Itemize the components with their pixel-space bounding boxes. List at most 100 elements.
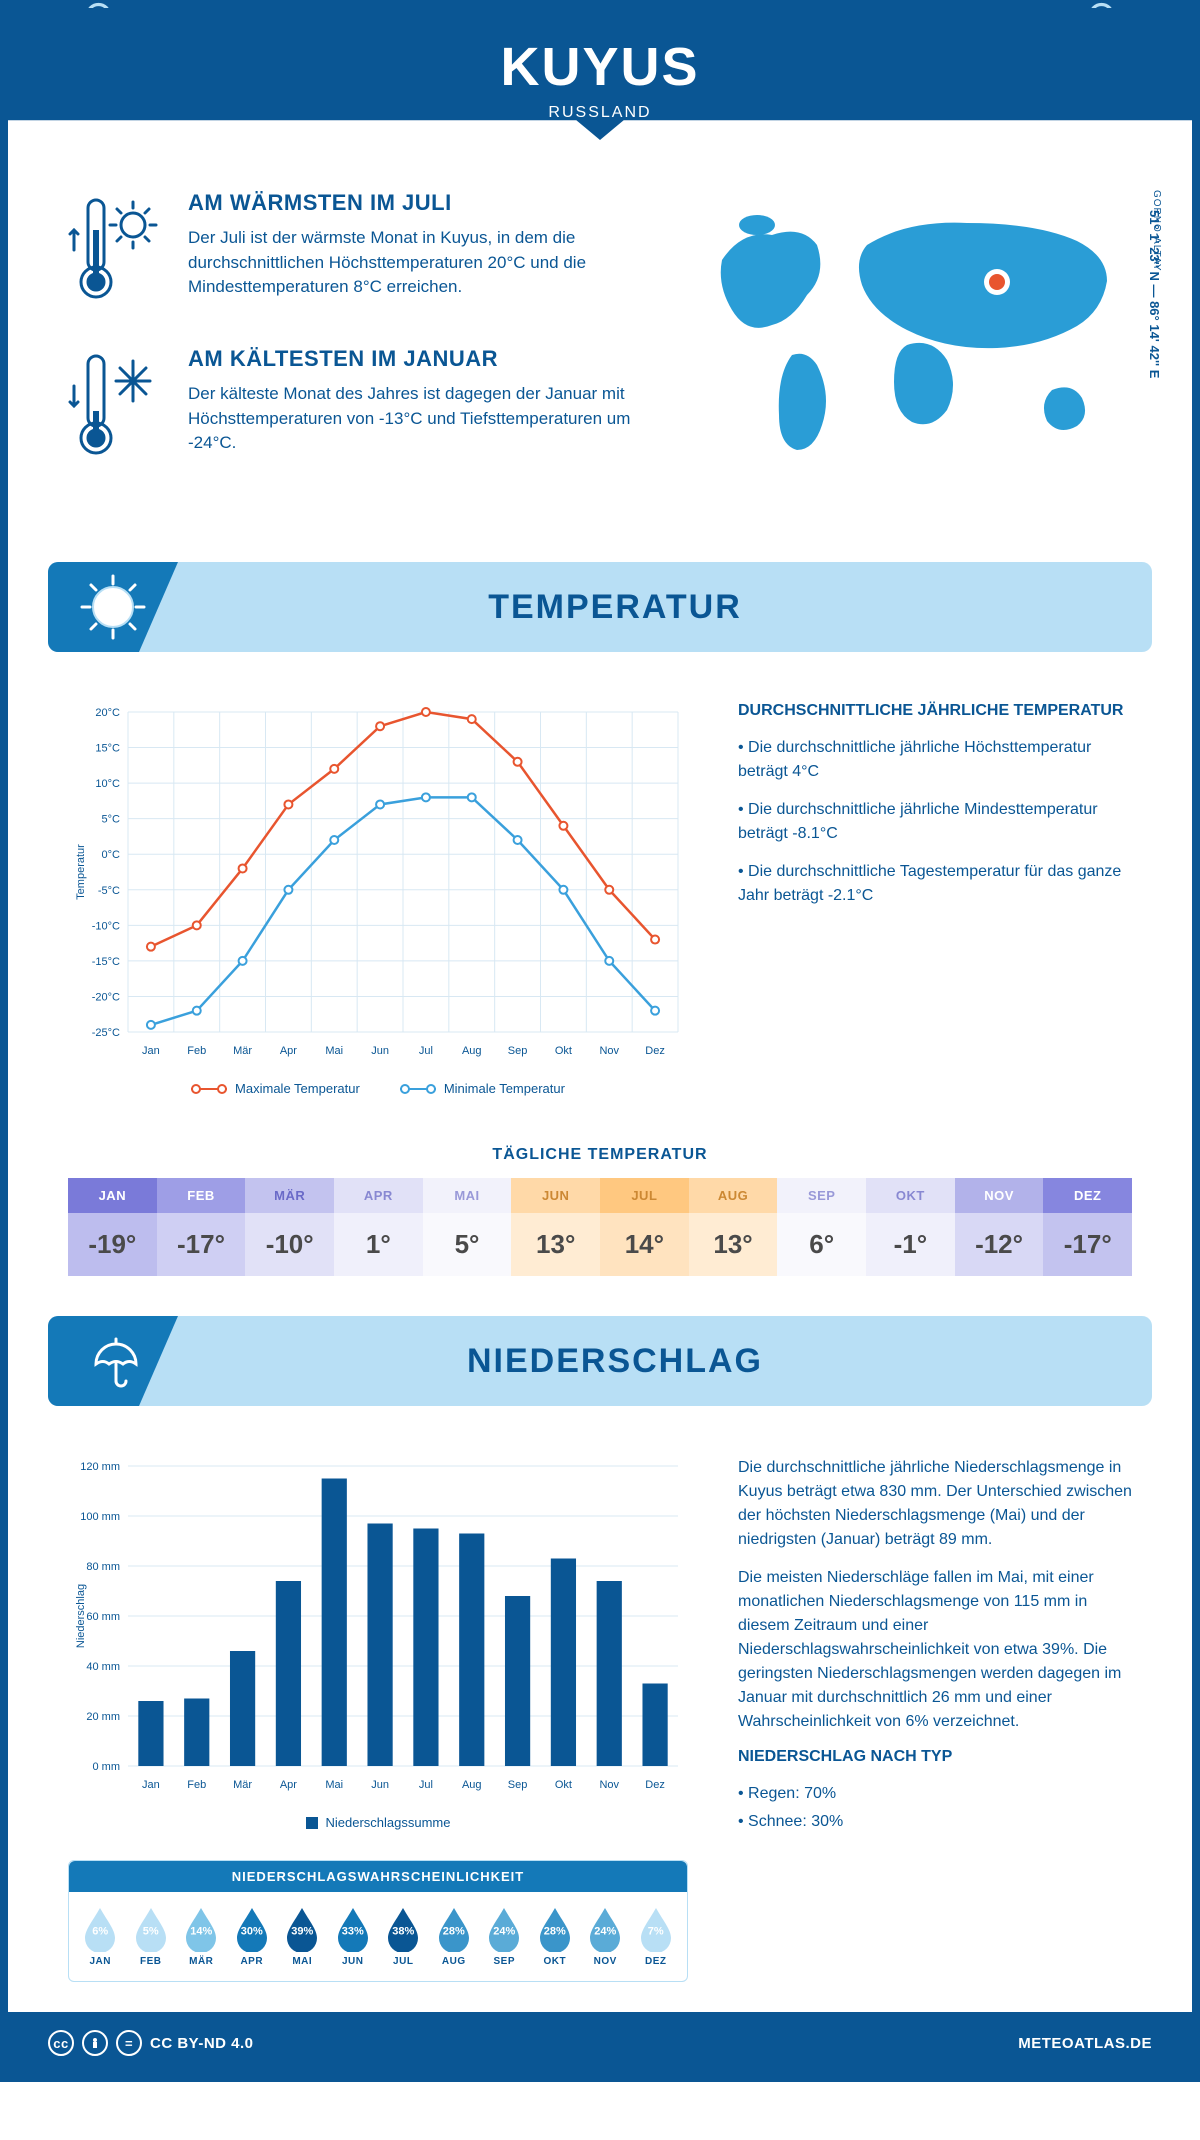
temp-cell: JUN 13°: [511, 1178, 600, 1276]
svg-text:Jul: Jul: [419, 1779, 433, 1791]
svg-text:40 mm: 40 mm: [86, 1661, 120, 1673]
svg-text:10°C: 10°C: [95, 778, 120, 790]
svg-text:Okt: Okt: [555, 1779, 572, 1791]
site-name: METEOATLAS.DE: [1018, 2035, 1152, 2052]
license-text: CC BY-ND 4.0: [150, 2035, 254, 2052]
svg-text:15°C: 15°C: [95, 743, 120, 755]
warmest-text: Der Juli ist der wärmste Monat in Kuyus,…: [188, 226, 652, 300]
temp-cell: APR 1°: [334, 1178, 423, 1276]
prob-cell: 38% JUL: [378, 1906, 429, 1967]
footer: cc = CC BY-ND 4.0 METEOATLAS.DE: [8, 2012, 1192, 2074]
svg-text:Okt: Okt: [555, 1045, 572, 1057]
temp-section-header: TEMPERATUR: [48, 562, 1152, 652]
svg-text:Jun: Jun: [371, 1045, 389, 1057]
precip-section-header: NIEDERSCHLAG: [48, 1316, 1152, 1406]
svg-text:0°C: 0°C: [102, 849, 121, 861]
precip-type-title: NIEDERSCHLAG NACH TYP: [738, 1748, 1132, 1766]
coldest-title: AM KÄLTESTEN IM JANUAR: [188, 346, 652, 372]
precip-legend: Niederschlagssumme: [68, 1815, 688, 1830]
svg-text:Jan: Jan: [142, 1779, 160, 1791]
temp-cell: FEB -17°: [157, 1178, 246, 1276]
svg-text:Apr: Apr: [280, 1045, 297, 1057]
sun-icon: [78, 572, 148, 642]
svg-text:Feb: Feb: [187, 1045, 206, 1057]
daily-temp-title: TÄGLICHE TEMPERATUR: [8, 1146, 1192, 1164]
temp-cell: MÄR -10°: [245, 1178, 334, 1276]
infographic-container: KUYUS RUSSLAND AM WÄRMSTEN IM JULI Der J…: [0, 0, 1200, 2082]
prob-cell: 6% JAN: [75, 1906, 126, 1967]
intro-section: AM WÄRMSTEN IM JULI Der Juli ist der wär…: [8, 170, 1192, 542]
daily-temp-table: JAN -19° FEB -17° MÄR -10° APR 1° MAI 5°…: [68, 1178, 1132, 1276]
prob-cell: 28% OKT: [530, 1906, 581, 1967]
probability-box: NIEDERSCHLAGSWAHRSCHEINLICHKEIT 6% JAN 5…: [68, 1860, 688, 1982]
header-banner: KUYUS RUSSLAND: [8, 8, 1192, 140]
umbrella-icon: [81, 1329, 146, 1394]
svg-text:Sep: Sep: [508, 1045, 528, 1057]
probability-title: NIEDERSCHLAGSWAHRSCHEINLICHKEIT: [69, 1861, 687, 1892]
precip-type-1: • Regen: 70%: [738, 1782, 1132, 1806]
svg-text:Aug: Aug: [462, 1779, 482, 1791]
temp-cell: JUL 14°: [600, 1178, 689, 1276]
temp-bullet-3: • Die durchschnittliche Tagestemperatur …: [738, 860, 1132, 908]
precip-title: NIEDERSCHLAG: [178, 1342, 1152, 1381]
svg-text:Jan: Jan: [142, 1045, 160, 1057]
thermometer-hot-icon: [68, 190, 168, 310]
legend-min: Minimale Temperatur: [444, 1081, 565, 1096]
by-icon: [82, 2030, 108, 2056]
svg-text:Nov: Nov: [599, 1045, 619, 1057]
svg-text:Dez: Dez: [645, 1779, 665, 1791]
license: cc = CC BY-ND 4.0: [48, 2030, 254, 2056]
svg-text:Sep: Sep: [508, 1779, 528, 1791]
svg-text:Mär: Mär: [233, 1045, 252, 1057]
prob-cell: 14% MÄR: [176, 1906, 227, 1967]
precip-legend-label: Niederschlagssumme: [326, 1815, 451, 1830]
temp-title: TEMPERATUR: [178, 588, 1152, 627]
temp-cell: DEZ -17°: [1043, 1178, 1132, 1276]
country-name: RUSSLAND: [8, 104, 1192, 122]
svg-text:100 mm: 100 mm: [80, 1511, 120, 1523]
svg-text:-10°C: -10°C: [92, 920, 120, 932]
temp-content: -25°C-20°C-15°C-10°C-5°C0°C5°C10°C15°C20…: [8, 672, 1192, 1126]
coldest-text: Der kälteste Monat des Jahres ist dagege…: [188, 382, 652, 456]
cc-icon: cc: [48, 2030, 74, 2056]
world-map: GORNO-ALTAY 51° 1' 23'' N — 86° 14' 42''…: [692, 190, 1132, 502]
coldest-fact: AM KÄLTESTEN IM JANUAR Der kälteste Mona…: [68, 346, 652, 466]
svg-text:-25°C: -25°C: [92, 1027, 120, 1039]
temp-line-chart: -25°C-20°C-15°C-10°C-5°C0°C5°C10°C15°C20…: [68, 702, 688, 1062]
warmest-fact: AM WÄRMSTEN IM JULI Der Juli ist der wär…: [68, 190, 652, 310]
svg-text:Mai: Mai: [325, 1779, 343, 1791]
thermometer-cold-icon: [68, 346, 168, 466]
precip-content: 0 mm20 mm40 mm60 mm80 mm100 mm120 mmJanF…: [8, 1426, 1192, 2012]
svg-text:Apr: Apr: [280, 1779, 297, 1791]
temp-cell: NOV -12°: [955, 1178, 1044, 1276]
prob-cell: 7% DEZ: [631, 1906, 682, 1967]
svg-text:Mai: Mai: [325, 1045, 343, 1057]
svg-text:Jul: Jul: [419, 1045, 433, 1057]
svg-text:-15°C: -15°C: [92, 956, 120, 968]
svg-text:120 mm: 120 mm: [80, 1461, 120, 1473]
svg-text:5°C: 5°C: [102, 814, 121, 826]
temp-bullet-2: • Die durchschnittliche jährliche Mindes…: [738, 798, 1132, 846]
coords-label: 51° 1' 23'' N — 86° 14' 42'' E: [1147, 210, 1162, 378]
svg-text:20°C: 20°C: [95, 707, 120, 719]
city-name: KUYUS: [8, 36, 1192, 98]
temp-legend: .legend-item:nth-child(1) .legend-line::…: [68, 1081, 688, 1096]
svg-text:Aug: Aug: [462, 1045, 482, 1057]
nd-icon: =: [116, 2030, 142, 2056]
warmest-title: AM WÄRMSTEN IM JULI: [188, 190, 652, 216]
svg-text:Mär: Mär: [233, 1779, 252, 1791]
precip-p1: Die durchschnittliche jährliche Niedersc…: [738, 1456, 1132, 1552]
precip-bar-chart: 0 mm20 mm40 mm60 mm80 mm100 mm120 mmJanF…: [68, 1456, 688, 1796]
temp-side-title: DURCHSCHNITTLICHE JÄHRLICHE TEMPERATUR: [738, 702, 1132, 720]
temp-cell: MAI 5°: [423, 1178, 512, 1276]
svg-text:80 mm: 80 mm: [86, 1561, 120, 1573]
svg-text:-5°C: -5°C: [98, 885, 120, 897]
prob-cell: 33% JUN: [328, 1906, 379, 1967]
precip-p2: Die meisten Niederschläge fallen im Mai,…: [738, 1566, 1132, 1734]
temp-cell: AUG 13°: [689, 1178, 778, 1276]
svg-text:60 mm: 60 mm: [86, 1611, 120, 1623]
prob-cell: 28% AUG: [429, 1906, 480, 1967]
svg-text:Niederschlag: Niederschlag: [75, 1584, 87, 1648]
svg-text:0 mm: 0 mm: [93, 1761, 121, 1773]
temp-cell: JAN -19°: [68, 1178, 157, 1276]
